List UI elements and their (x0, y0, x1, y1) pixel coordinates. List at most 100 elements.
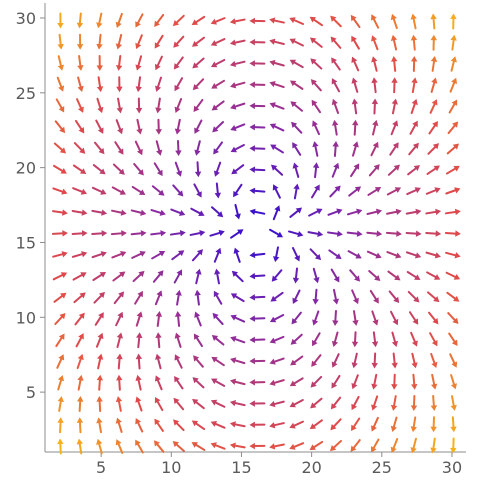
vector-arrow-shaft (313, 442, 322, 448)
vector-arrow-shaft (53, 211, 64, 213)
vector-arrow-head (141, 230, 147, 236)
vector-arrow-shaft (413, 375, 414, 386)
vector-arrow-shaft (234, 317, 244, 322)
vector-arrow-head (136, 354, 142, 360)
vector-arrow-shaft (273, 84, 284, 87)
vector-arrow-head (155, 107, 161, 113)
vector-arrow-shaft (195, 380, 203, 388)
vector-arrow-shaft (275, 188, 280, 198)
vector-arrow-shaft (119, 35, 122, 46)
vector-arrow-shaft (333, 18, 341, 26)
vector-arrow-shaft (312, 188, 318, 198)
vector-arrow-shaft (313, 40, 322, 47)
vector-arrow-shaft (138, 400, 142, 411)
vector-arrow-shaft (214, 39, 224, 44)
vector-arrow-head (97, 86, 103, 92)
vector-arrow-shaft (448, 313, 456, 321)
vector-arrow-shaft (354, 375, 358, 385)
vector-arrow-shaft (60, 35, 61, 46)
vector-arrow-shaft (387, 211, 398, 213)
vector-arrow-head (450, 448, 456, 454)
vector-arrow-shaft (151, 233, 162, 234)
vector-arrow-shaft (94, 165, 103, 172)
vector-arrow-shaft (413, 81, 415, 92)
vector-arrow-shaft (234, 20, 245, 22)
vector-arrow-shaft (451, 81, 455, 91)
vector-arrow-head (195, 290, 201, 296)
vector-arrow-shaft (290, 210, 299, 217)
vector-arrow-head (230, 379, 236, 385)
vector-arrow-shaft (235, 273, 243, 281)
vector-arrow-shaft (215, 101, 224, 108)
vector-arrow-shaft (452, 60, 455, 71)
vector-arrow-head (58, 396, 64, 402)
vector-arrow-shaft (234, 295, 244, 301)
vector-arrow-shaft (413, 17, 415, 28)
vector-arrow-shaft (96, 315, 102, 324)
vector-arrow-head (249, 379, 255, 385)
vector-arrow-shaft (427, 168, 436, 174)
vector-arrow-shaft (178, 315, 179, 326)
vector-arrow-shaft (374, 60, 377, 71)
vector-arrow-shaft (313, 399, 322, 406)
vector-arrow-shaft (153, 186, 162, 193)
vector-arrow-shaft (234, 339, 245, 343)
vector-arrow-shaft (195, 423, 204, 429)
vector-arrow-shaft (414, 39, 415, 50)
vector-arrow-head (121, 230, 127, 236)
vector-arrow-head (57, 439, 63, 445)
vector-arrow-head (219, 230, 225, 236)
vector-arrow-head (97, 375, 103, 381)
vector-arrow-shaft (431, 354, 435, 364)
vector-arrow-shaft (408, 168, 417, 175)
vector-arrow-shaft (394, 396, 396, 407)
vector-arrow-shaft (433, 439, 435, 450)
vector-arrow-shaft (333, 39, 340, 47)
vector-arrow-head (332, 320, 338, 326)
vector-arrow-shaft (354, 354, 357, 365)
vector-arrow-shaft (374, 332, 375, 343)
vector-arrow-shaft (234, 41, 245, 43)
vector-arrow-shaft (354, 60, 359, 70)
vector-arrow-shaft (80, 14, 81, 25)
vector-arrow-shaft (311, 249, 319, 257)
vector-arrow-head (249, 145, 255, 151)
vector-arrow-head (136, 332, 142, 338)
vector-arrow-shaft (428, 292, 437, 299)
vector-arrow-head (194, 150, 200, 156)
vector-arrow-shaft (394, 354, 395, 365)
vector-arrow-head (57, 23, 63, 29)
vector-arrow-head (371, 384, 377, 390)
vector-arrow-head (313, 277, 319, 283)
vector-arrow-shaft (76, 121, 82, 130)
vector-arrow-shaft (407, 189, 417, 194)
vector-arrow-head (391, 35, 397, 41)
vector-arrow-head (356, 209, 362, 215)
vector-arrow-head (396, 209, 402, 215)
vector-arrow-shaft (78, 358, 82, 369)
vector-arrow-shaft (427, 253, 438, 256)
vector-arrow-shaft (448, 146, 456, 153)
vector-arrow-head (116, 354, 122, 360)
vector-arrow-shaft (410, 124, 415, 134)
vector-arrow-shaft (99, 421, 101, 432)
vector-arrow-shaft (328, 211, 338, 215)
vector-arrow-head (77, 375, 83, 381)
vector-arrow-shaft (195, 59, 203, 66)
vector-arrow-shaft (191, 233, 202, 235)
vector-arrow-shaft (234, 360, 245, 363)
vector-arrow-shaft (99, 35, 100, 46)
vector-arrow-shaft (433, 396, 434, 407)
vector-arrow-shaft (372, 311, 376, 322)
vector-arrow-shaft (78, 77, 81, 88)
vector-arrow-shaft (173, 185, 180, 193)
vector-arrow-head (101, 230, 107, 236)
vector-arrow-shaft (408, 272, 417, 278)
vector-arrow-shaft (214, 60, 224, 65)
vector-arrow-shaft (373, 39, 377, 49)
vector-arrow-head (411, 14, 417, 20)
vector-arrow-shaft (412, 354, 415, 365)
vector-arrow-shaft (273, 444, 284, 446)
vector-arrow-shaft (431, 103, 436, 113)
vector-arrow-shaft (215, 251, 219, 261)
